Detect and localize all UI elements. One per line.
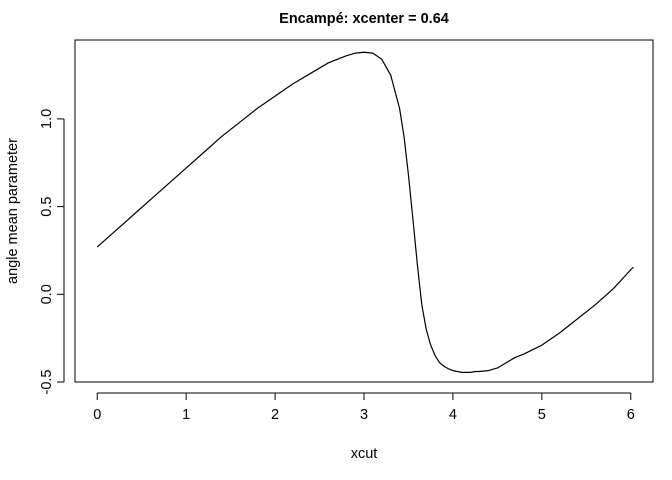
y-tick-label: 0.5 [39, 197, 55, 217]
x-tick-label: 3 [360, 407, 368, 423]
y-axis-label: angle mean parameter [5, 138, 21, 284]
y-tick-label: -0.5 [39, 370, 55, 395]
y-tick-label: 0.0 [39, 284, 55, 304]
plot-frame [74, 39, 654, 383]
x-tick-label: 1 [182, 407, 190, 423]
x-tick-label: 4 [449, 407, 457, 423]
x-tick-label: 2 [271, 407, 279, 423]
chart-title: Encampé: xcenter = 0.64 [279, 11, 449, 27]
y-tick-label: 1.0 [39, 109, 55, 129]
x-tick-label: 6 [627, 407, 635, 423]
y-axis: -0.5 0.0 0.5 1.0 [39, 109, 65, 395]
x-axis-label: xcut [351, 446, 378, 462]
x-tick-label: 5 [538, 407, 546, 423]
x-tick-label: 0 [93, 407, 101, 423]
series-line [96, 51, 634, 373]
x-axis: 0 1 2 3 4 5 6 [93, 392, 635, 423]
